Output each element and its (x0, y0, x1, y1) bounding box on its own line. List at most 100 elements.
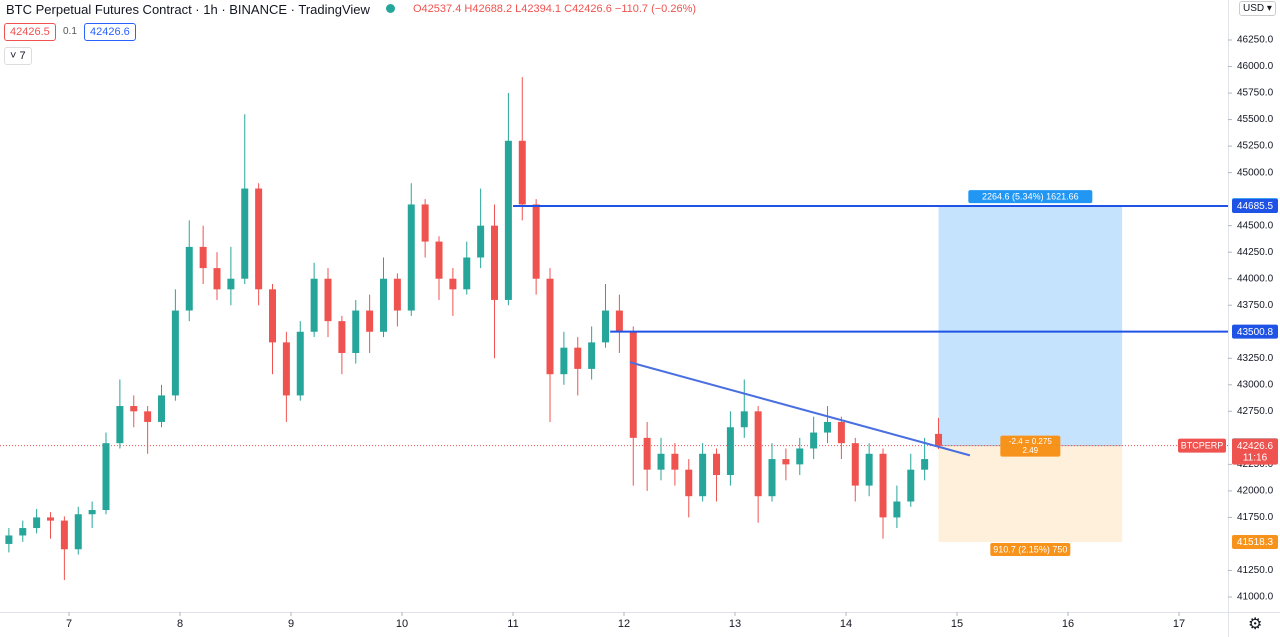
candle-body (19, 528, 27, 536)
x-tick-label: 17 (1173, 618, 1185, 630)
candle-body (657, 453, 665, 470)
candle-body (199, 246, 207, 269)
candle-body (893, 501, 901, 518)
price-tag-label: 43500.8 (1237, 327, 1274, 338)
candle-body (851, 443, 859, 486)
stop-label-bg (990, 543, 1071, 557)
y-tick-label: 43000.0 (1237, 379, 1274, 390)
target-label: 2264.6 (5.34%) 1621.66 (982, 191, 1079, 201)
candle-body (5, 535, 13, 544)
candle-body (144, 411, 152, 422)
candle-body (338, 321, 346, 353)
entry-label: -2.4 = 0.275 (1009, 437, 1052, 446)
candle-body (33, 517, 41, 529)
y-tick-label: 45250.0 (1237, 141, 1274, 152)
open: O42537.4 (413, 3, 462, 15)
candle-body (782, 459, 790, 465)
sell-price[interactable]: 42426.5 (4, 23, 56, 41)
last-price-label: 42426.6 (1237, 441, 1274, 452)
x-tick-label: 7 (66, 618, 72, 630)
candle-body (421, 204, 429, 242)
candle-body (865, 453, 873, 486)
candle-body (88, 510, 96, 515)
x-tick-label: 8 (177, 618, 183, 630)
x-tick-label: 13 (729, 618, 741, 630)
stop-zone (938, 445, 1123, 543)
candle-body (935, 433, 943, 446)
candle-body (158, 395, 166, 422)
y-tick-label: 41000.0 (1237, 592, 1274, 603)
candle-body (227, 278, 235, 290)
candle-body (116, 406, 124, 444)
y-tick-label: 44500.0 (1237, 220, 1274, 231)
x-tick-label: 10 (396, 618, 408, 630)
candle-body (47, 517, 55, 521)
candle-body (60, 520, 68, 550)
candle-body (574, 347, 582, 369)
candle-body (560, 347, 568, 375)
candle-body (352, 310, 360, 353)
x-tick-label: 14 (840, 618, 852, 630)
change: −110.7 (−0.26%) (614, 3, 697, 15)
target-label-bg (968, 190, 1093, 204)
price-tag-label: 44685.5 (1237, 201, 1274, 212)
candle-body (643, 437, 651, 470)
symbol-tag (1178, 438, 1226, 453)
candle-body (310, 278, 318, 332)
target-zone (938, 205, 1123, 446)
price-tag (1232, 324, 1278, 339)
candle-body (768, 459, 776, 497)
price-tag (1232, 198, 1278, 213)
x-tick-label: 15 (951, 618, 963, 630)
stop-label: 910.7 (2.15%) 750 (993, 544, 1067, 554)
settings-icon[interactable]: ⚙ (1248, 616, 1263, 633)
currency-select[interactable]: USD ▾ (1239, 1, 1276, 16)
candle-body (324, 278, 332, 322)
x-tick-label: 9 (288, 618, 294, 630)
y-tick-label: 43250.0 (1237, 353, 1274, 364)
candle-body (907, 469, 915, 502)
candle-body (74, 514, 82, 550)
candle-body (740, 411, 748, 428)
y-tick-label: 41750.0 (1237, 512, 1274, 523)
status-dot (386, 4, 395, 13)
symbol-title[interactable]: BTC Perpetual Futures Contract · 1h · BI… (6, 2, 370, 17)
candle-body (504, 140, 512, 300)
indicators-toggle[interactable]: ˅ 7 (4, 47, 32, 65)
entry-label-2: 2.49 (1023, 446, 1039, 455)
entry-label-bg (1000, 435, 1061, 457)
spread: 0.1 (63, 26, 77, 37)
price-tag-label: 41518.3 (1237, 537, 1274, 548)
y-tick-label: 42750.0 (1237, 406, 1274, 417)
y-tick-label: 43750.0 (1237, 300, 1274, 311)
x-tick-label: 11 (507, 618, 518, 630)
y-tick-label: 45000.0 (1237, 167, 1274, 178)
y-tick-label: 44000.0 (1237, 273, 1274, 284)
candle-body (532, 204, 540, 279)
candle-body (282, 342, 290, 396)
buy-price[interactable]: 42426.6 (84, 23, 136, 41)
candle-body (296, 331, 304, 396)
ohlc-legend: O42537.4 H42688.2 L42394.1 C42426.6 −110… (413, 3, 696, 15)
candle-body (241, 188, 249, 279)
y-tick-label: 42000.0 (1237, 486, 1274, 497)
y-tick-label: 45500.0 (1237, 114, 1274, 125)
candle-body (435, 241, 443, 279)
candle-body (713, 453, 721, 475)
candle-body (102, 443, 110, 510)
candle-body (366, 310, 374, 332)
candle-body (671, 453, 679, 470)
candle-body (463, 257, 471, 290)
price-tag (1232, 535, 1278, 550)
currency: USD (1243, 3, 1265, 14)
candle-body (699, 453, 707, 497)
candle-body (130, 406, 138, 412)
candle-body (837, 421, 845, 444)
candle-body (546, 278, 554, 375)
candle-body (879, 453, 887, 518)
candle-body (921, 459, 929, 470)
candle-body (629, 331, 637, 438)
